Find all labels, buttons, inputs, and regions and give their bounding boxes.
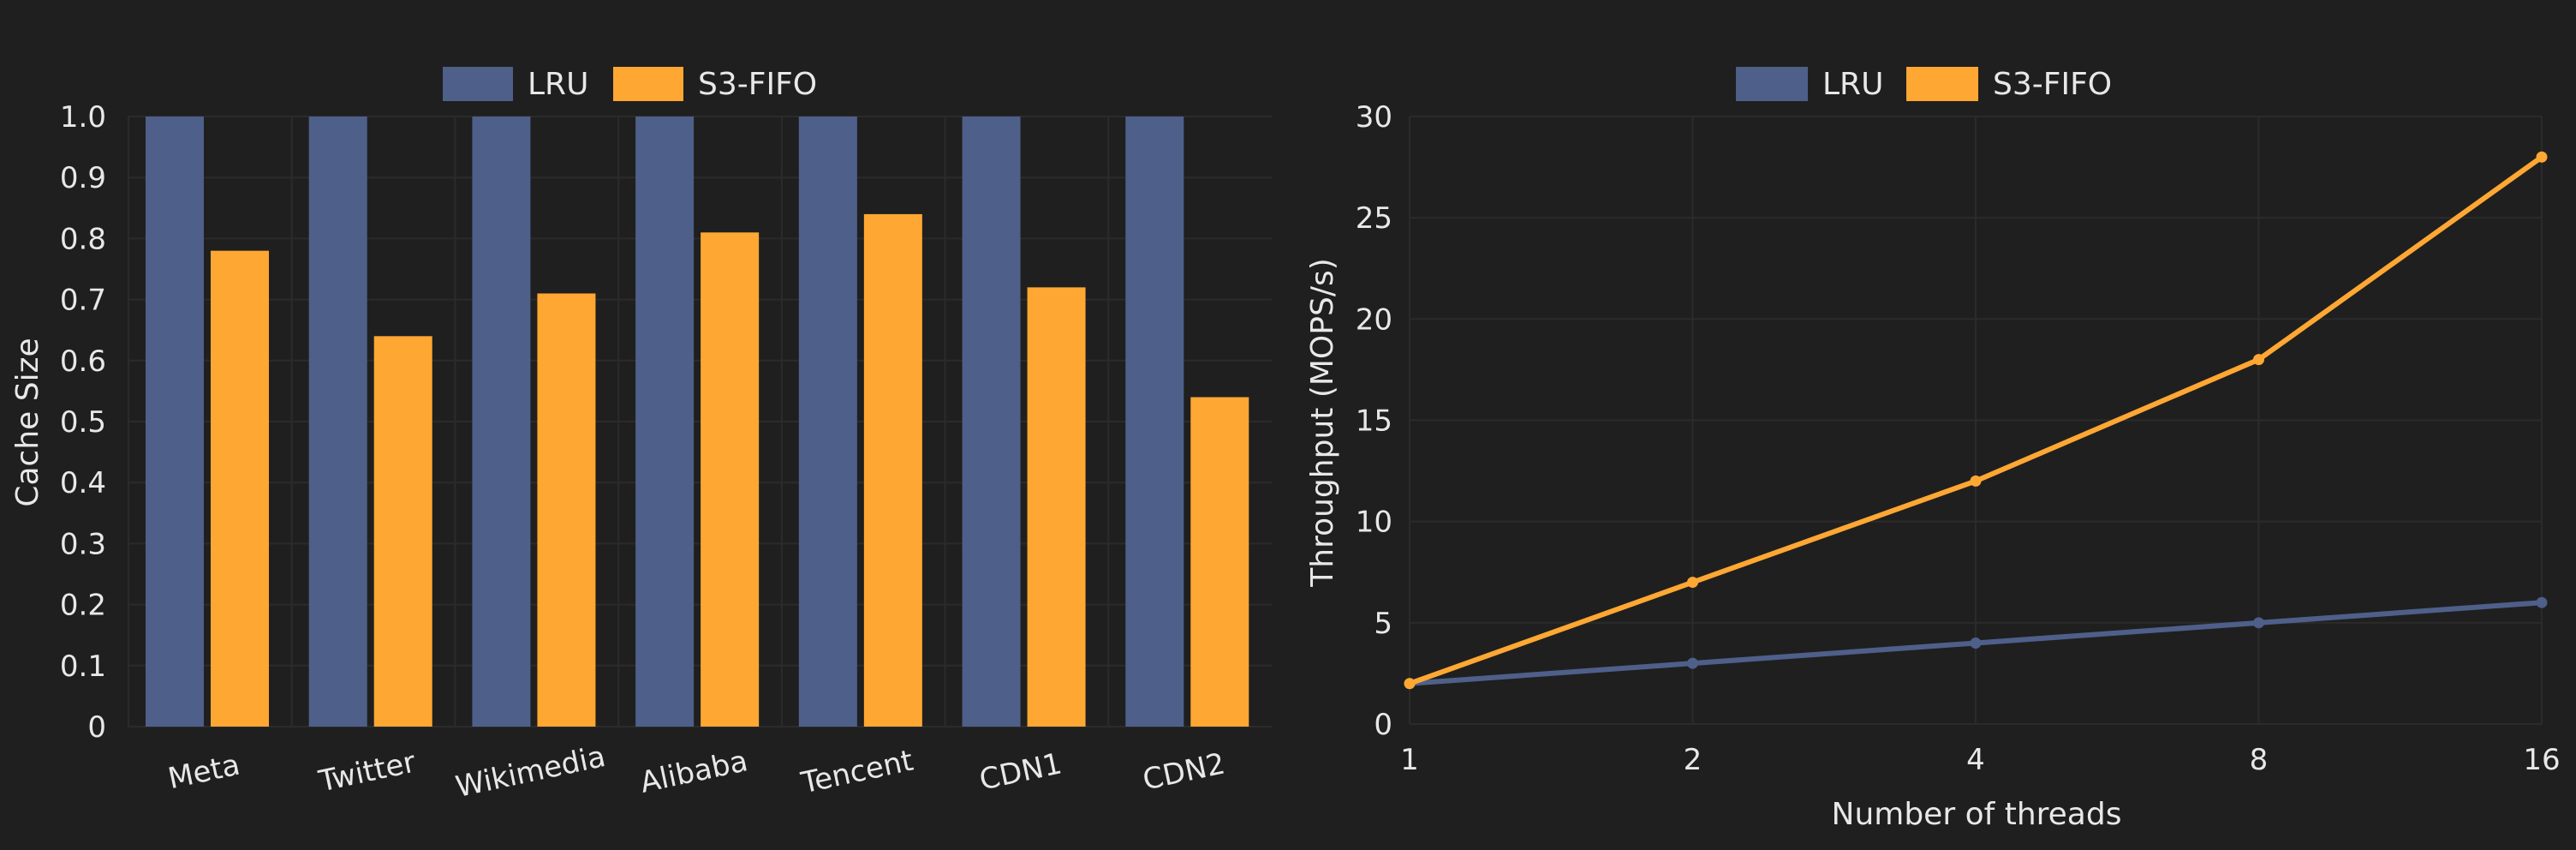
bar-chart-y-tick-label: 0.2 bbox=[60, 589, 106, 623]
line-chart-y-axis-title: Throughput (MOPS/s) bbox=[1305, 258, 1340, 587]
bar-chart-y-tick-label: 0 bbox=[87, 710, 106, 745]
bar-chart-y-ticks: 0 0.1 0.2 0.3 0.4 0.5 0.6 0.7 0.8 0.9 1.0 bbox=[60, 100, 106, 745]
line-chart-y-tick-label: 5 bbox=[1374, 607, 1392, 641]
line-chart-series bbox=[1404, 151, 2548, 690]
line-chart-grid bbox=[1409, 116, 2543, 725]
point-s3-fifo-8 bbox=[2253, 354, 2264, 366]
point-s3-fifo-4 bbox=[1970, 475, 1982, 487]
bar-chart-x-tick-label: Tencent bbox=[797, 744, 915, 801]
bar-lru-alibaba bbox=[635, 117, 695, 727]
line-chart-x-tick-label: 4 bbox=[1966, 743, 1985, 777]
bar-s3-fifo-cdn2 bbox=[1190, 397, 1249, 727]
bar-chart-bars bbox=[146, 117, 1249, 727]
bar-lru-wikimedia bbox=[472, 117, 531, 727]
bar-chart-legend-label-lru: LRU bbox=[528, 67, 588, 102]
bar-chart-y-tick-label: 0.3 bbox=[60, 527, 106, 561]
line-chart-y-tick-label: 15 bbox=[1356, 404, 1392, 439]
line-chart-x-tick-label: 2 bbox=[1684, 743, 1702, 777]
bar-chart-legend-swatch-lru bbox=[443, 67, 513, 101]
bar-s3-fifo-tencent bbox=[863, 213, 922, 727]
line-chart-x-tick-label: 16 bbox=[2523, 743, 2560, 777]
bar-s3-fifo-meta bbox=[211, 250, 269, 727]
bar-chart-y-tick-label: 0.6 bbox=[60, 344, 106, 379]
bar-chart-grid bbox=[128, 116, 1272, 727]
line-chart-legend-label-lru: LRU bbox=[1822, 67, 1883, 102]
point-s3-fifo-16 bbox=[2536, 151, 2548, 163]
line-chart-legend: LRU S3-FIFO bbox=[1736, 67, 2112, 102]
bar-lru-meta bbox=[146, 117, 204, 727]
bar-chart-x-tick-label: Meta bbox=[165, 748, 243, 797]
bar-chart-x-tick-label: Wikimedia bbox=[453, 739, 609, 805]
line-chart-legend-swatch-lru bbox=[1736, 67, 1808, 101]
bar-chart-y-axis-title: Cache Size bbox=[10, 338, 45, 506]
bar-s3-fifo-twitter bbox=[373, 336, 432, 727]
line-chart-y-ticks: 0 5 10 15 20 25 30 bbox=[1356, 100, 1392, 742]
bar-chart-y-tick-label: 0.5 bbox=[60, 405, 106, 440]
line-chart-x-tick-label: 8 bbox=[2250, 743, 2269, 777]
bar-chart-y-tick-label: 0.9 bbox=[60, 161, 106, 195]
point-s3-fifo-2 bbox=[1687, 577, 1698, 589]
bar-lru-twitter bbox=[308, 117, 367, 727]
point-lru-16 bbox=[2536, 596, 2548, 608]
line-chart-y-tick-label: 25 bbox=[1356, 201, 1392, 236]
bar-chart-legend-label-s3-fifo: S3-FIFO bbox=[698, 67, 817, 102]
bar-chart-legend-swatch-s3-fifo bbox=[613, 67, 683, 101]
bar-s3-fifo-alibaba bbox=[701, 232, 760, 727]
bar-chart-x-tick-label: CDN1 bbox=[976, 746, 1064, 797]
bar-chart-y-tick-label: 0.8 bbox=[60, 222, 106, 256]
line-chart-x-tick-label: 1 bbox=[1400, 743, 1419, 777]
bar-chart-y-tick-label: 0.4 bbox=[60, 466, 106, 500]
bar-s3-fifo-wikimedia bbox=[537, 293, 596, 727]
bar-chart-y-tick-label: 1.0 bbox=[60, 100, 106, 135]
bar-chart-legend: LRU S3-FIFO bbox=[443, 67, 817, 102]
line-chart-y-tick-label: 30 bbox=[1356, 100, 1392, 135]
bar-chart-x-tick-label: Twitter bbox=[315, 745, 419, 799]
bar-chart: 0 0.1 0.2 0.3 0.4 0.5 0.6 0.7 0.8 0.9 1.0 Meta Twit… bbox=[10, 67, 1272, 805]
bar-s3-fifo-cdn1 bbox=[1027, 287, 1086, 727]
line-chart-legend-label-s3-fifo: S3-FIFO bbox=[1993, 67, 2112, 102]
bar-chart-x-ticks: Meta Twitter Wikimedia Alibaba Tencent CDN1 CD… bbox=[165, 739, 1228, 805]
bar-chart-y-tick-label: 0.1 bbox=[60, 649, 106, 684]
line-chart-y-tick-label: 10 bbox=[1356, 506, 1392, 540]
point-s3-fifo-1 bbox=[1404, 678, 1416, 690]
point-lru-8 bbox=[2253, 617, 2264, 629]
bar-chart-x-tick-label: Alibaba bbox=[637, 744, 751, 800]
bar-chart-y-tick-label: 0.7 bbox=[60, 284, 106, 318]
line-chart-x-axis-title: Number of threads bbox=[1832, 797, 2122, 832]
point-lru-4 bbox=[1970, 637, 1982, 649]
line-chart-legend-swatch-s3-fifo bbox=[1906, 67, 1978, 101]
bar-chart-x-tick-label: CDN2 bbox=[1140, 746, 1228, 797]
line-chart-x-ticks: 1 2 4 8 16 bbox=[1400, 743, 2560, 777]
bar-lru-cdn2 bbox=[1125, 117, 1184, 727]
line-chart-y-tick-label: 0 bbox=[1374, 708, 1392, 742]
bar-lru-cdn1 bbox=[962, 117, 1021, 727]
line-chart-y-tick-label: 20 bbox=[1356, 302, 1392, 337]
point-lru-2 bbox=[1687, 657, 1698, 669]
bar-lru-tencent bbox=[798, 117, 857, 727]
